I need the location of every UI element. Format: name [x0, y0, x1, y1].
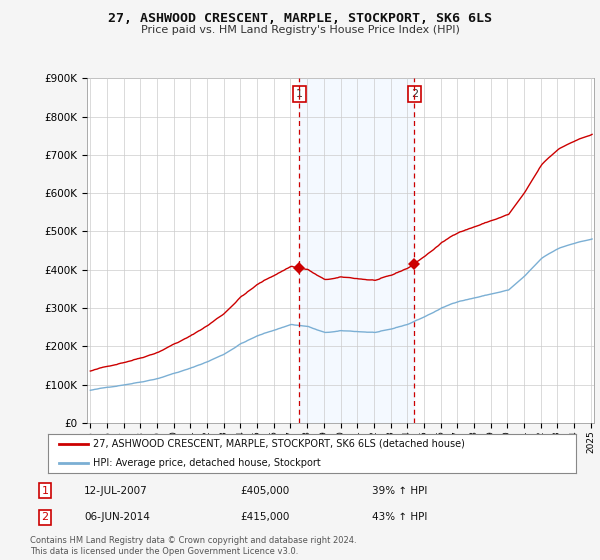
Text: 06-JUN-2014: 06-JUN-2014 [84, 512, 150, 522]
Text: 27, ASHWOOD CRESCENT, MARPLE, STOCKPORT, SK6 6LS (detached house): 27, ASHWOOD CRESCENT, MARPLE, STOCKPORT,… [93, 439, 465, 449]
Text: 12-JUL-2007: 12-JUL-2007 [84, 486, 148, 496]
Text: 1: 1 [41, 486, 49, 496]
Text: 43% ↑ HPI: 43% ↑ HPI [372, 512, 427, 522]
Text: 2: 2 [41, 512, 49, 522]
Text: £415,000: £415,000 [240, 512, 289, 522]
Text: £405,000: £405,000 [240, 486, 289, 496]
Text: Contains HM Land Registry data © Crown copyright and database right 2024.
This d: Contains HM Land Registry data © Crown c… [30, 536, 356, 556]
Text: 1: 1 [296, 88, 303, 99]
Bar [299, 78, 415, 423]
Text: Price paid vs. HM Land Registry's House Price Index (HPI): Price paid vs. HM Land Registry's House … [140, 25, 460, 35]
Text: HPI: Average price, detached house, Stockport: HPI: Average price, detached house, Stoc… [93, 459, 320, 468]
Text: 2: 2 [411, 88, 418, 99]
Text: 27, ASHWOOD CRESCENT, MARPLE, STOCKPORT, SK6 6LS: 27, ASHWOOD CRESCENT, MARPLE, STOCKPORT,… [108, 12, 492, 25]
Text: 39% ↑ HPI: 39% ↑ HPI [372, 486, 427, 496]
